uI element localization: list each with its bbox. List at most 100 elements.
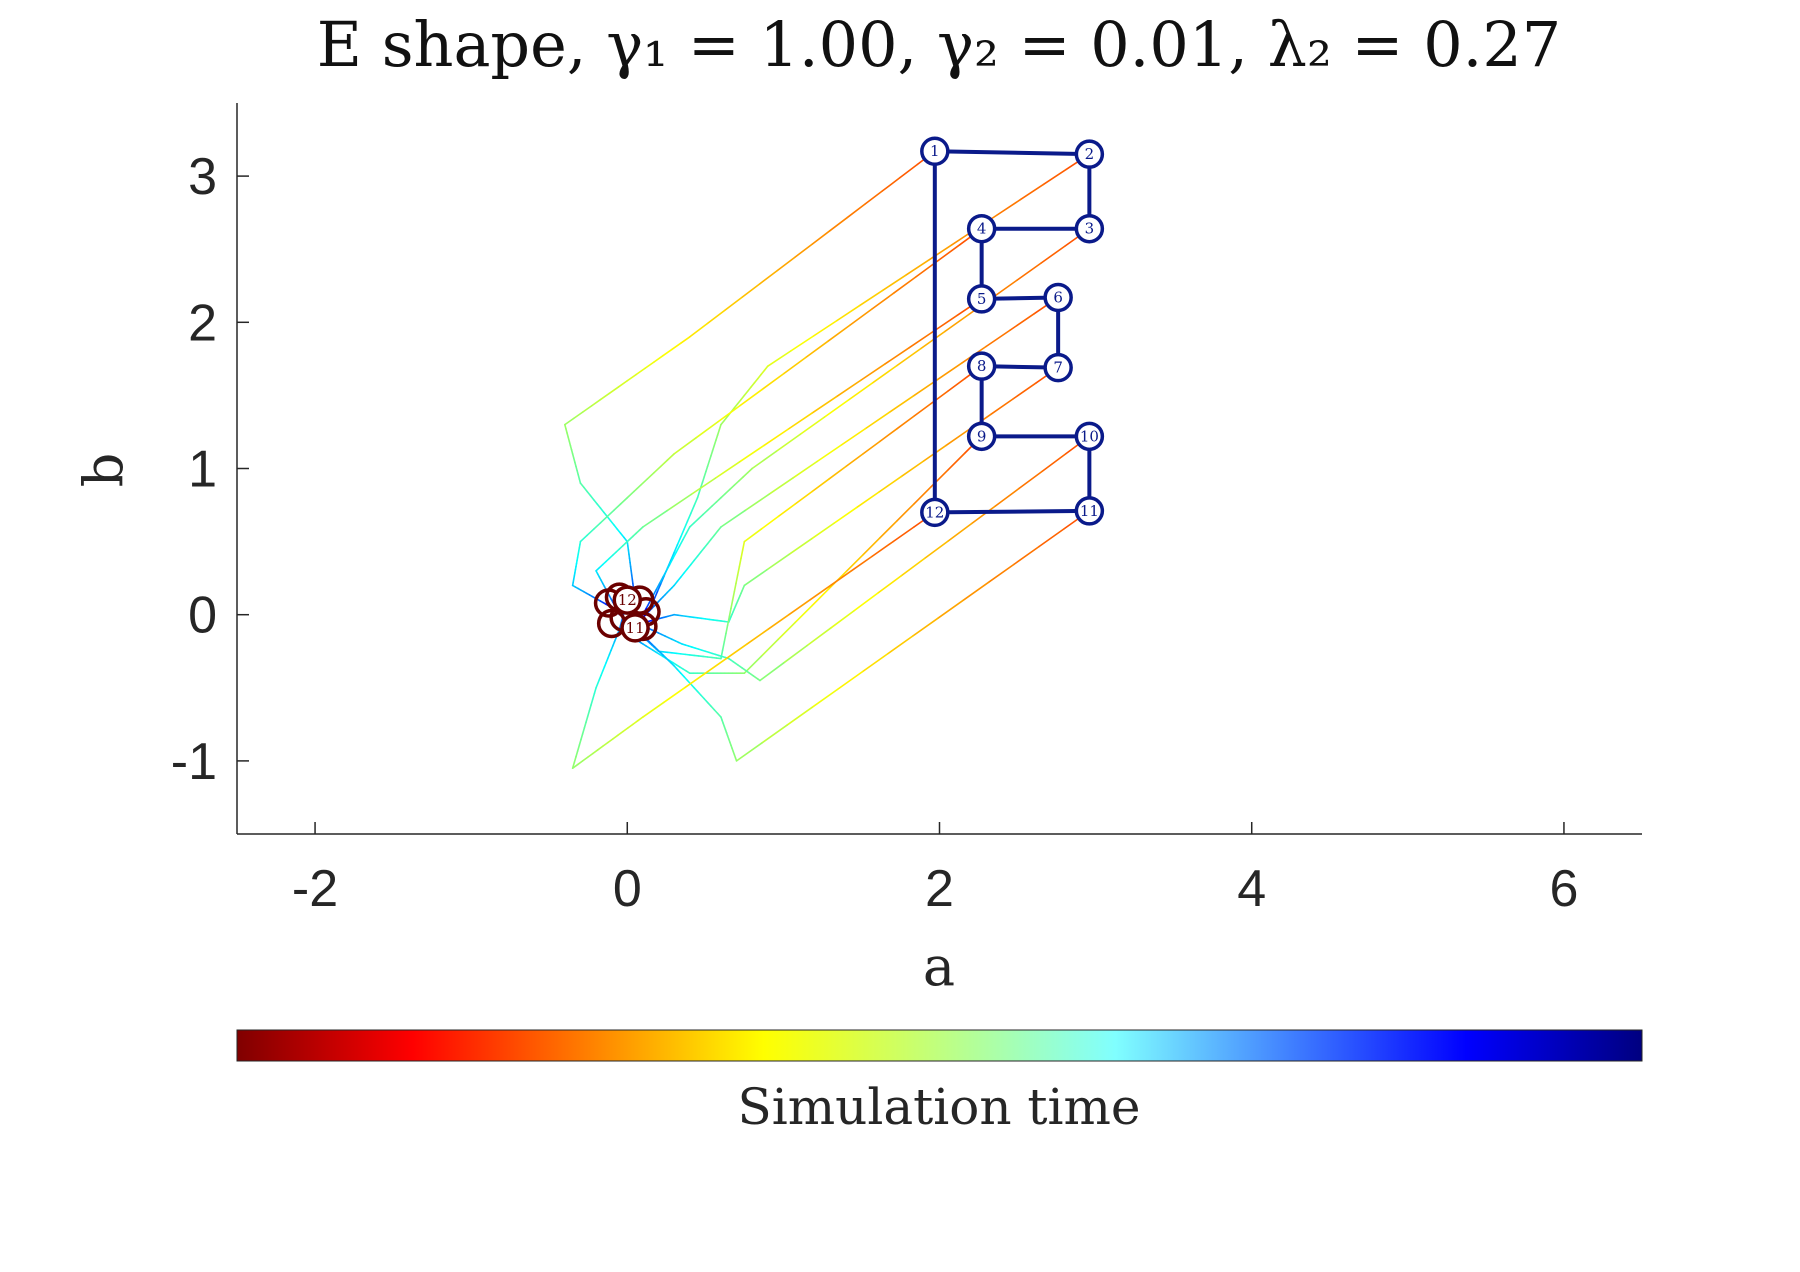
trajectory-segment [591, 749, 599, 755]
trajectory-segment [622, 727, 629, 733]
trajectory-segment [730, 599, 734, 610]
trajectory-segment [579, 534, 588, 543]
trajectory-segment [985, 329, 1011, 348]
trajectory-segment [799, 416, 826, 436]
trajectory-segment [656, 583, 662, 593]
trajectory-segment [735, 742, 763, 762]
trajectory-segment [743, 390, 749, 397]
trajectory-segment [892, 526, 915, 543]
trajectory-segment [811, 587, 830, 607]
trajectory-segment [690, 477, 717, 496]
trajectory-segment [746, 467, 753, 474]
trajectory-segment [642, 701, 665, 718]
trajectory-segment [962, 581, 990, 601]
trajectory-segment [589, 494, 595, 501]
trajectory-segment [690, 683, 695, 689]
trajectory-segment [849, 308, 873, 327]
trajectory-segment [593, 686, 597, 695]
trajectory-segment [716, 712, 722, 718]
trajectory-segment [878, 475, 903, 493]
target-node-label: 5 [977, 290, 987, 308]
trajectory-segment [693, 686, 699, 693]
trajectory-segment [896, 503, 915, 522]
trajectory-segment [702, 509, 709, 516]
trajectory-segment [576, 744, 581, 752]
trajectory-segment [585, 715, 589, 724]
trajectory-segment [564, 417, 575, 426]
trajectory-segment [572, 411, 584, 420]
trajectory-segment [737, 476, 745, 482]
trajectory-segment [768, 476, 795, 495]
trajectory-segment [665, 563, 671, 572]
trajectory-segment [715, 496, 722, 503]
trajectory-segment [609, 519, 615, 526]
trajectory-segment [1012, 545, 1040, 566]
trajectory-segment [697, 513, 704, 520]
trajectory-segment [601, 741, 609, 748]
trajectory-segment [688, 322, 709, 338]
trajectory-segment [936, 362, 963, 381]
trajectory-segment [596, 745, 604, 751]
trajectory-segment [777, 621, 797, 641]
trajectory-segment [908, 330, 935, 349]
trajectory-segment [913, 402, 932, 418]
trajectory-segment [970, 505, 997, 525]
target-node-marker [1074, 139, 1105, 169]
trajectory-segment [788, 599, 811, 616]
trajectory-segment [761, 372, 785, 391]
trajectory-segment [994, 487, 1020, 507]
trajectory-segment [845, 553, 864, 573]
target-node-label: 2 [1085, 145, 1095, 163]
trajectory-segment [760, 724, 788, 744]
trajectory-segment [900, 460, 925, 478]
trajectory-segment [726, 615, 731, 626]
trajectory-segment [879, 520, 898, 539]
target-node-marker [1074, 213, 1105, 244]
trajectory-segment [669, 551, 675, 562]
target-node-marker [1074, 496, 1105, 526]
trajectory-segment [590, 398, 602, 407]
trajectory-segment [743, 655, 763, 674]
target-node-label: 7 [1053, 359, 1063, 377]
trajectory-segment [746, 628, 769, 645]
target-node-marker [966, 421, 997, 452]
colorbar [236, 1029, 1643, 1062]
trajectory-segment [900, 557, 926, 577]
trajectory-segment [871, 364, 898, 384]
trajectory-segment [816, 444, 843, 463]
trajectory-segment [713, 708, 719, 715]
trajectory-segment [923, 540, 949, 560]
trajectory-segment [792, 460, 819, 479]
trajectory-segment [789, 335, 815, 352]
trajectory-segment [723, 296, 744, 312]
trajectory-segment [586, 490, 592, 497]
trajectory-segment [733, 480, 740, 487]
target-node-label: 11 [1080, 502, 1099, 520]
trajectory-segment [576, 760, 584, 766]
trajectory-segment [871, 540, 894, 558]
trajectory-segment [946, 377, 966, 393]
trajectory-segment [683, 676, 689, 682]
trajectory-segment [992, 279, 1018, 299]
trajectory-segment [642, 509, 668, 528]
x-axis-label: a [923, 935, 955, 998]
target-node-8: 8 [966, 351, 997, 381]
trajectory-segment [899, 163, 919, 179]
trajectory-segment [760, 638, 780, 658]
x-ticks: -2 0 2 4 6 [292, 822, 1578, 918]
x-tick-label: 0 [613, 860, 642, 918]
trajectory-segment [680, 672, 685, 678]
trajectory-segment [835, 379, 862, 398]
trajectory-segment [741, 283, 761, 298]
trajectory-segment [888, 395, 915, 414]
target-node-marker [1043, 282, 1073, 313]
trajectory-segment [853, 592, 879, 612]
trajectory-segment [714, 461, 741, 479]
trajectory-segment [575, 750, 579, 758]
trajectory-segment [794, 490, 813, 505]
trajectory-segment [686, 563, 692, 570]
trajectory-segment [639, 478, 649, 487]
